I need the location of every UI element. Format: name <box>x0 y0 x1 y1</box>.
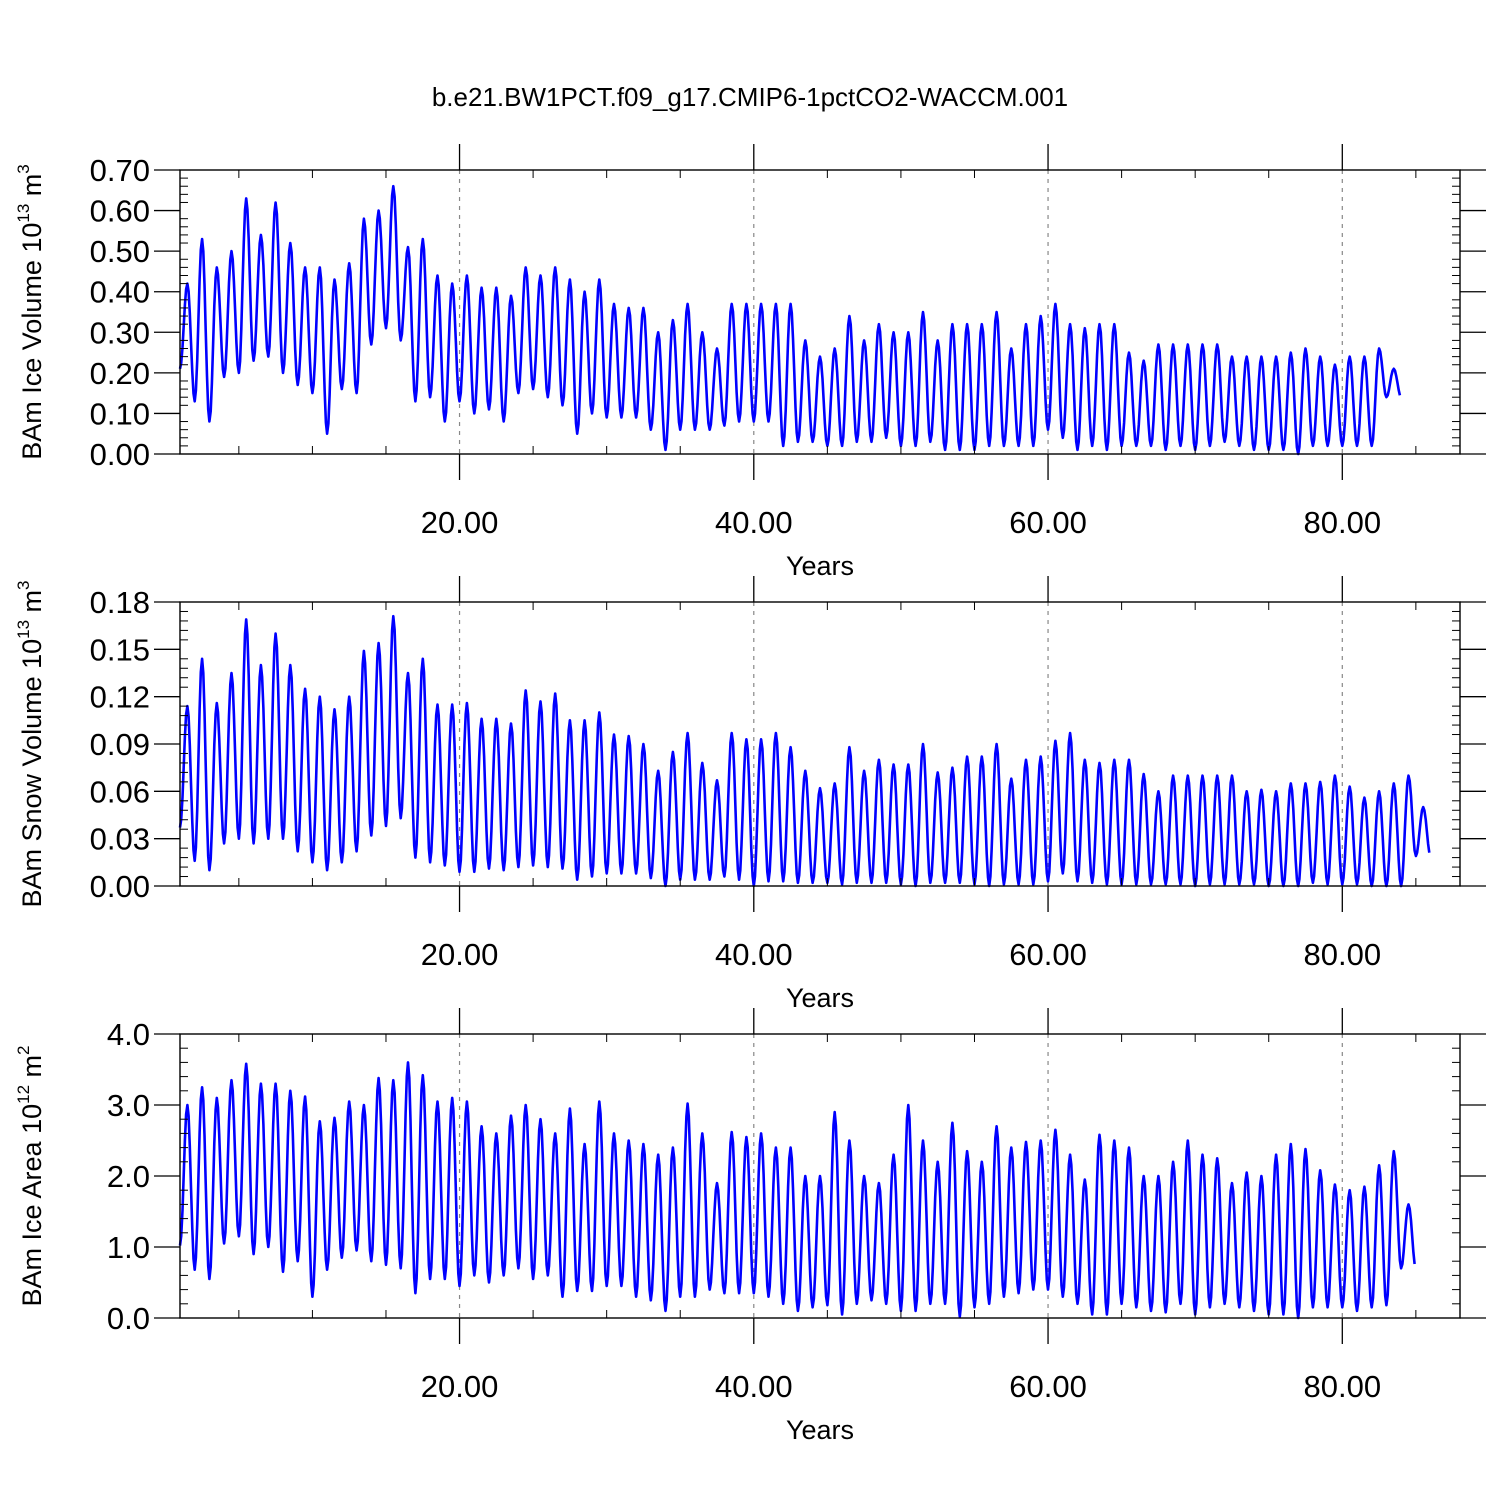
x-tick-label-0: 20.00 <box>421 1369 499 1404</box>
y-axis-title-unit: m <box>17 590 47 620</box>
panel-1: 0.00 0.10 0.20 0.30 0.40 0.50 0.60 0.70 20.00 40.… <box>14 144 1486 581</box>
x-tick-label-3: 80.00 <box>1304 505 1382 540</box>
y-axis-title: BAm Ice Area 1012 m2 <box>14 1046 47 1307</box>
x-tick-label-3: 80.00 <box>1304 937 1382 972</box>
x-tick-label-0: 20.00 <box>421 505 499 540</box>
y-tick-label-7: 0.70 <box>90 153 150 188</box>
y-axis-title-unit: m <box>17 1055 47 1085</box>
y-tick-label-3: 0.09 <box>90 727 150 762</box>
x-tick-label-2: 60.00 <box>1009 505 1087 540</box>
y-tick-label-2: 0.06 <box>90 774 150 809</box>
y-axis-title-unit-exponent: 3 <box>14 164 33 173</box>
y-tick-label-4: 4.0 <box>107 1017 150 1052</box>
y-tick-label-1: 0.10 <box>90 396 150 431</box>
x-tick-label-2: 60.00 <box>1009 937 1087 972</box>
y-axis-title-unit-exponent: 2 <box>14 1046 33 1055</box>
y-axis-title: BAm Snow Volume 1013 m3 <box>14 580 47 907</box>
y-tick-label-0: 0.00 <box>90 437 150 472</box>
x-tick-label-2: 60.00 <box>1009 1369 1087 1404</box>
y-tick-label-6: 0.60 <box>90 194 150 229</box>
y-axis-title-text: BAm Ice Volume 10 <box>17 223 47 460</box>
y-tick-label-3: 0.30 <box>90 315 150 350</box>
y-axis-title-text: BAm Ice Area 10 <box>17 1104 47 1307</box>
series-line-1 <box>178 1061 1416 1320</box>
y-tick-label-0: 0.0 <box>107 1301 150 1336</box>
y-tick-label-3: 3.0 <box>107 1088 150 1123</box>
y-tick-label-1: 1.0 <box>107 1230 150 1265</box>
series-line-1 <box>178 614 1431 888</box>
y-axis-title-unit: m <box>17 174 47 204</box>
y-axis-title: BAm Ice Volume 1013 m3 <box>14 164 47 460</box>
x-tick-label-0: 20.00 <box>421 937 499 972</box>
y-tick-label-4: 0.40 <box>90 275 150 310</box>
y-axis-title-text: BAm Snow Volume 10 <box>17 639 47 908</box>
y-axis-title-exponent: 13 <box>14 204 33 223</box>
plot-frame <box>179 601 1461 887</box>
y-tick-label-1: 0.03 <box>90 822 150 857</box>
y-tick-label-5: 0.50 <box>90 234 150 269</box>
x-axis-title: Years <box>786 983 854 1013</box>
x-axis-title: Years <box>786 1415 854 1445</box>
series-line-1 <box>178 184 1402 456</box>
figure-title: b.e21.BW1PCT.f09_g17.CMIP6-1pctCO2-WACCM… <box>432 82 1068 112</box>
plot-frame <box>179 169 1461 455</box>
y-tick-label-2: 0.20 <box>90 356 150 391</box>
x-tick-label-3: 80.00 <box>1304 1369 1382 1404</box>
y-tick-label-0: 0.00 <box>90 869 150 904</box>
y-axis-title-exponent: 12 <box>14 1085 33 1104</box>
panel-3: 0.0 1.0 2.0 3.0 4.0 20.00 40.00 60.00 80.00 Years… <box>14 1008 1486 1445</box>
panel-2: 0.00 0.03 0.06 0.09 0.12 0.15 0.18 20.00 40.00 60… <box>14 576 1486 1013</box>
y-tick-label-5: 0.15 <box>90 632 150 667</box>
x-axis-title: Years <box>786 551 854 581</box>
x-tick-label-1: 40.00 <box>715 937 793 972</box>
x-tick-label-1: 40.00 <box>715 505 793 540</box>
x-tick-label-1: 40.00 <box>715 1369 793 1404</box>
y-axis-title-exponent: 13 <box>14 620 33 639</box>
y-tick-label-2: 2.0 <box>107 1159 150 1194</box>
y-axis-title-unit-exponent: 3 <box>14 580 33 589</box>
y-tick-label-4: 0.12 <box>90 680 150 715</box>
y-tick-label-6: 0.18 <box>90 585 150 620</box>
